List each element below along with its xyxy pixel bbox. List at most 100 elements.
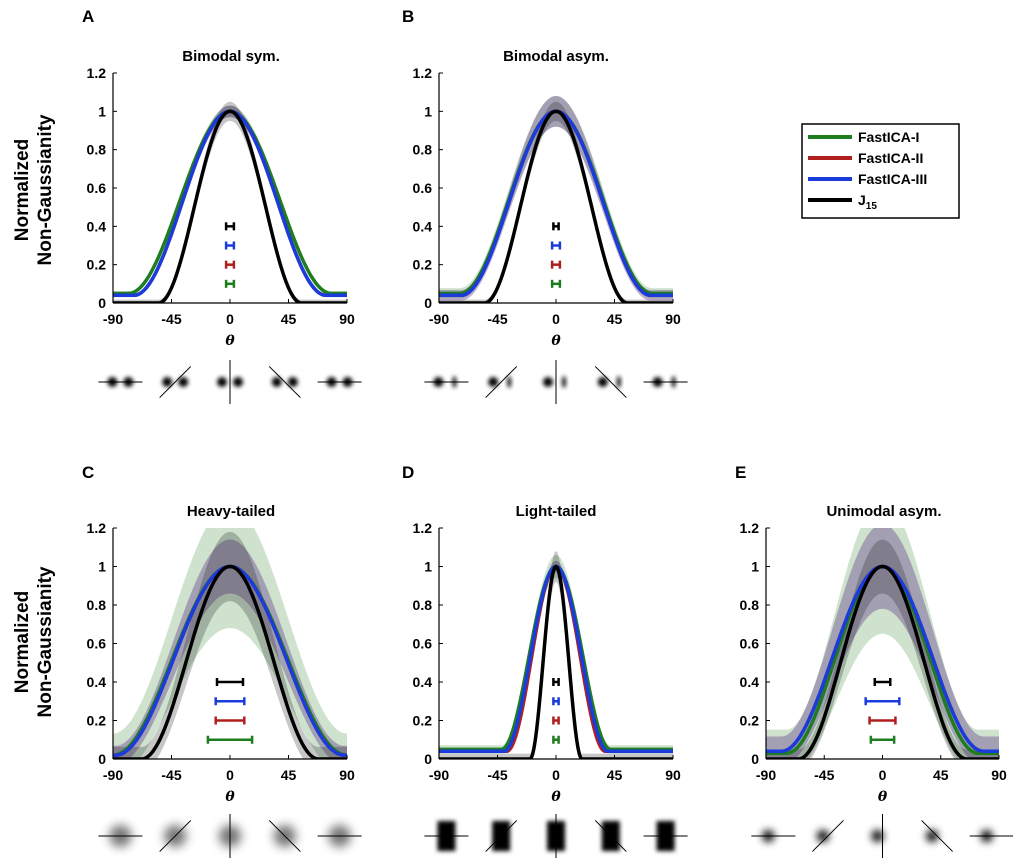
x-tick-label: -45 bbox=[814, 767, 834, 783]
stimulus-thumbnail bbox=[643, 821, 688, 851]
y-tick-label: 0.2 bbox=[740, 713, 760, 729]
x-tick-label: 90 bbox=[665, 767, 681, 783]
error-bar-fastica-ii bbox=[550, 260, 562, 269]
stimulus-thumbnail bbox=[871, 814, 884, 858]
blob bbox=[597, 377, 608, 387]
y-tick-label: 0.8 bbox=[413, 597, 433, 613]
legend-entry-fastica-i: FastICA-I bbox=[808, 129, 919, 145]
y-tick-label: 0.6 bbox=[413, 636, 433, 652]
y-tick-label: 1.2 bbox=[87, 65, 107, 81]
x-tick-label: 0 bbox=[226, 767, 234, 783]
blob bbox=[217, 377, 227, 387]
orientation-line bbox=[268, 366, 301, 398]
blob bbox=[616, 376, 621, 388]
y-tick-label: 0.8 bbox=[413, 142, 433, 158]
x-tick-label: 45 bbox=[933, 767, 949, 783]
orientation-line bbox=[921, 820, 954, 852]
blob bbox=[507, 376, 512, 388]
y-tick-label: 1 bbox=[424, 103, 432, 119]
band-j15 bbox=[439, 101, 673, 303]
stimulus-thumbnail bbox=[98, 825, 143, 847]
series-line-j15 bbox=[439, 564, 673, 759]
blob bbox=[287, 377, 298, 387]
x-tick-label: 45 bbox=[281, 311, 297, 327]
orientation-line bbox=[594, 820, 627, 852]
panel-letter: B bbox=[402, 7, 414, 26]
panel-letter: D bbox=[402, 463, 414, 482]
stimulus-thumbnails bbox=[98, 814, 362, 858]
orientation-line bbox=[159, 820, 192, 852]
y-tick-label: 0.4 bbox=[740, 674, 760, 690]
stimulus-thumbnails bbox=[424, 360, 688, 404]
x-tick-label: 90 bbox=[339, 767, 355, 783]
error-bar-j15 bbox=[215, 678, 245, 686]
x-tick-label: -90 bbox=[103, 311, 123, 327]
x-tick-label: 45 bbox=[607, 767, 623, 783]
stimulus-thumbnail bbox=[547, 814, 565, 858]
x-tick-label: -45 bbox=[161, 767, 181, 783]
stimulus-thumbnail bbox=[594, 366, 627, 398]
chart-title: Bimodal asym. bbox=[503, 48, 609, 65]
y-tick-label: 1 bbox=[98, 559, 106, 575]
band-fastica-i bbox=[113, 105, 347, 296]
orientation-line bbox=[485, 366, 518, 398]
series-line-j15 bbox=[766, 564, 999, 759]
band-fastica-ii bbox=[766, 528, 999, 759]
y-tick-label: 1 bbox=[98, 103, 106, 119]
band-fastica-ii bbox=[439, 96, 673, 301]
series-line-fastica-i bbox=[439, 109, 673, 296]
x-tick-label: 90 bbox=[991, 767, 1007, 783]
y-tick-label: 0.8 bbox=[740, 597, 760, 613]
blob bbox=[926, 830, 939, 842]
stimulus-thumbnail bbox=[268, 366, 301, 398]
y-axis-label-bottom: Normalized Non-Gaussianity bbox=[12, 566, 56, 717]
chart-title: Bimodal sym. bbox=[182, 48, 280, 65]
y-tick-label: 0.6 bbox=[87, 636, 107, 652]
orientation-line bbox=[485, 820, 518, 852]
chart-title: Unimodal asym. bbox=[826, 503, 941, 520]
y-tick-label: 0 bbox=[424, 751, 432, 767]
stimulus-thumbnails bbox=[424, 814, 688, 858]
y-tick-label: 0.6 bbox=[87, 180, 107, 196]
y-tick-label: 1 bbox=[424, 559, 432, 575]
x-tick-label: -90 bbox=[429, 311, 449, 327]
x-tick-label: 0 bbox=[879, 767, 887, 783]
stimulus-thumbnails bbox=[98, 360, 362, 404]
x-axis-label: θ bbox=[225, 789, 235, 805]
blob bbox=[543, 377, 553, 387]
y-tick-label: 0.6 bbox=[740, 636, 760, 652]
y-tick-label: 0 bbox=[98, 295, 106, 311]
band-fastica-iii bbox=[439, 560, 673, 754]
stimulus-thumbnail bbox=[159, 366, 192, 398]
stimulus-thumbnail bbox=[98, 377, 143, 387]
stimulus-thumbnail bbox=[317, 377, 362, 387]
blob bbox=[488, 377, 499, 387]
blob bbox=[162, 377, 173, 387]
chart-title: Light-tailed bbox=[516, 503, 597, 520]
x-tick-label: 45 bbox=[607, 311, 623, 327]
error-bar-fastica-i bbox=[224, 279, 236, 288]
orientation-line bbox=[811, 820, 844, 852]
band-fastica-ii bbox=[113, 105, 347, 298]
y-tick-label: 1.2 bbox=[413, 520, 433, 536]
blob bbox=[233, 377, 243, 387]
band-j15 bbox=[113, 531, 347, 759]
stimulus-thumbnail bbox=[811, 820, 844, 852]
band-fastica-i bbox=[113, 528, 347, 759]
y-tick-label: 1 bbox=[751, 559, 759, 575]
error-bar-fastica-iii bbox=[224, 241, 236, 250]
error-bar-fastica-ii bbox=[868, 716, 897, 725]
legend: FastICA-I FastICA-II FastICA-III J15 bbox=[801, 123, 960, 219]
stimulus-thumbnail bbox=[969, 830, 1013, 842]
y-tick-label: 1.2 bbox=[413, 65, 433, 81]
error-bar-fastica-ii bbox=[224, 260, 236, 269]
error-bar-fastica-i bbox=[550, 279, 562, 288]
panels: A Bimodal sym. -90 -45 0 45 90 0 0.2 0.4 0.6 0.8 1 1.… bbox=[82, 7, 1013, 858]
y-tick-label: 1.2 bbox=[87, 520, 107, 536]
stimulus-thumbnail bbox=[159, 820, 192, 852]
orientation-line bbox=[594, 366, 627, 398]
series-line-fastica-ii bbox=[439, 109, 673, 298]
panel-c: C Heavy-tailed -90 -45 0 45 90 0 0.2 0.4 0.6 0.8 1 1.… bbox=[82, 463, 362, 858]
blob bbox=[816, 830, 829, 842]
